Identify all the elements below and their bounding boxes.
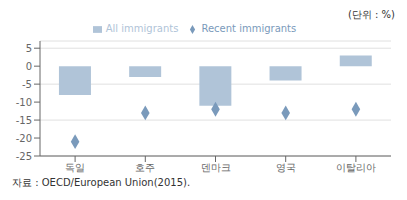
html-text:자료 : OECD/European Union(2015): 자료 : OECD/European Union(2015). bbox=[12, 177, 191, 188]
html-text:Recent immigrants: Recent immigrants bbox=[201, 23, 297, 34]
svg-text:-25: -25 bbox=[16, 151, 32, 162]
svg-text:영국: 영국 bbox=[276, 162, 296, 173]
svg-text:덴마크: 덴마크 bbox=[201, 162, 231, 173]
svg-text:0: 0 bbox=[26, 61, 32, 72]
svg-text:이탈리아: 이탈리아 bbox=[336, 162, 376, 173]
svg-text:-15: -15 bbox=[16, 115, 32, 126]
html-text:(단위 : %): (단위 : %) bbox=[348, 9, 395, 20]
svg-text:-5: -5 bbox=[22, 79, 32, 90]
svg-text:호주: 호주 bbox=[135, 162, 155, 173]
svg-text:-20: -20 bbox=[16, 133, 32, 144]
svg-text:독일: 독일 bbox=[65, 162, 85, 173]
svg-text:5: 5 bbox=[26, 43, 32, 54]
html-text:All immigrants: All immigrants bbox=[105, 23, 179, 34]
svg-text:-10: -10 bbox=[16, 97, 32, 108]
